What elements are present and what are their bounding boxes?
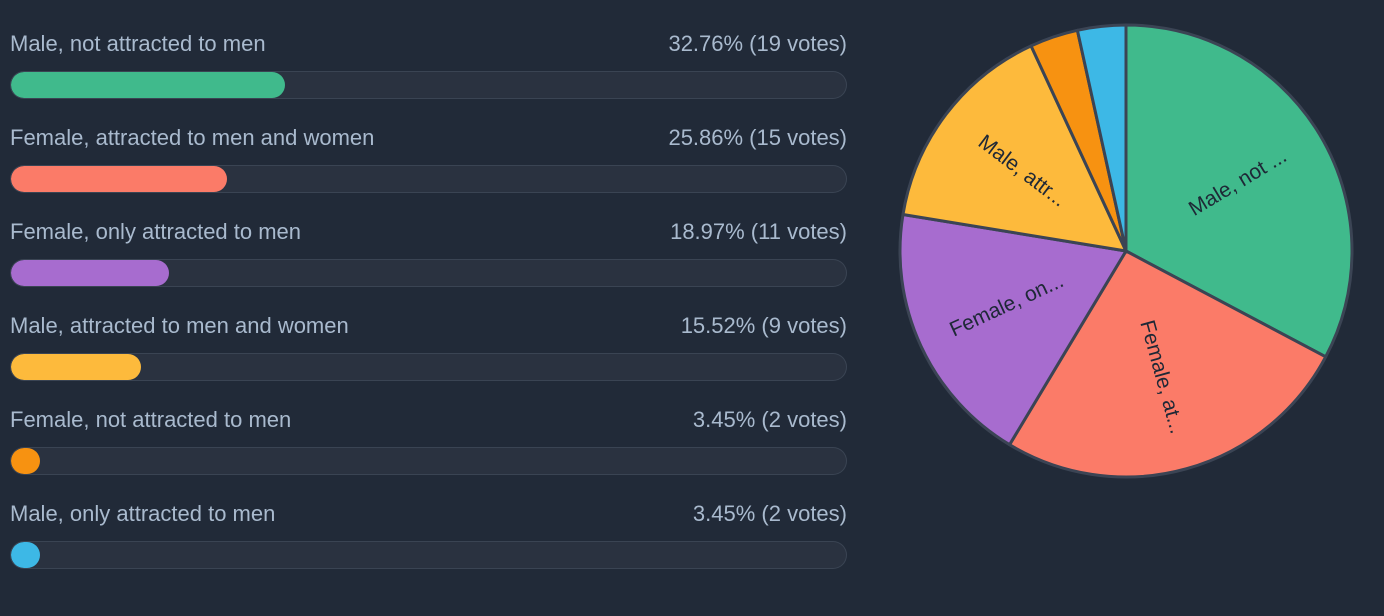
option-label: Male, not attracted to men — [10, 31, 266, 56]
option-label: Male, only attracted to men — [10, 501, 276, 526]
option-result-text: 25.86% (15 votes) — [668, 125, 847, 150]
poll-option-header: Male, not attracted to men 32.76% (19 vo… — [10, 30, 847, 58]
option-label: Male, attracted to men and women — [10, 313, 349, 338]
poll-option-row: Male, attracted to men and women 15.52% … — [10, 312, 847, 381]
pie-slice — [1008, 249, 1328, 479]
pie-slice — [898, 212, 1128, 447]
option-result-text: 15.52% (9 votes) — [680, 313, 847, 338]
pie-slice — [1124, 23, 1354, 359]
poll-option-row: Female, not attracted to men 3.45% (2 vo… — [10, 406, 847, 475]
poll-option-header: Female, only attracted to men 18.97% (11… — [10, 218, 847, 246]
option-progress-track — [10, 71, 847, 99]
pie-chart-svg: Male, not ...Female, at...Female, on...M… — [898, 23, 1354, 479]
poll-option-row: Female, only attracted to men 18.97% (11… — [10, 218, 847, 287]
option-result-text: 3.45% (2 votes) — [692, 407, 847, 432]
option-progress-track — [10, 165, 847, 193]
option-label: Female, not attracted to men — [10, 407, 292, 432]
poll-option-row: Male, only attracted to men 3.45% (2 vot… — [10, 500, 847, 569]
option-progress-fill — [11, 542, 40, 568]
option-progress-fill — [11, 260, 170, 286]
option-progress-fill — [11, 166, 227, 192]
poll-option-header: Female, not attracted to men 3.45% (2 vo… — [10, 406, 847, 434]
option-result-text: 32.76% (19 votes) — [668, 31, 847, 56]
poll-option-row: Male, not attracted to men 32.76% (19 vo… — [10, 30, 847, 99]
poll-option-header: Male, attracted to men and women 15.52% … — [10, 312, 847, 340]
option-progress-track — [10, 541, 847, 569]
option-label: Female, attracted to men and women — [10, 125, 375, 150]
option-progress-track — [10, 259, 847, 287]
option-label: Female, only attracted to men — [10, 219, 302, 244]
poll-option-header: Male, only attracted to men 3.45% (2 vot… — [10, 500, 847, 528]
option-progress-fill — [11, 354, 141, 380]
option-result-text: 3.45% (2 votes) — [692, 501, 847, 526]
poll-option-header: Female, attracted to men and women 25.86… — [10, 124, 847, 152]
poll-option-row: Female, attracted to men and women 25.86… — [10, 124, 847, 193]
option-progress-track — [10, 447, 847, 475]
poll-results-list: Male, not attracted to men 32.76% (19 vo… — [10, 30, 847, 594]
option-result-text: 18.97% (11 votes) — [670, 219, 847, 244]
pie-slice — [901, 44, 1128, 253]
option-progress-fill — [11, 72, 285, 98]
option-progress-track — [10, 353, 847, 381]
option-progress-fill — [11, 448, 40, 474]
pie-slice — [1075, 23, 1128, 253]
pie-chart: Male, not ... Female, at... Female, on... M… — [880, 5, 1380, 505]
